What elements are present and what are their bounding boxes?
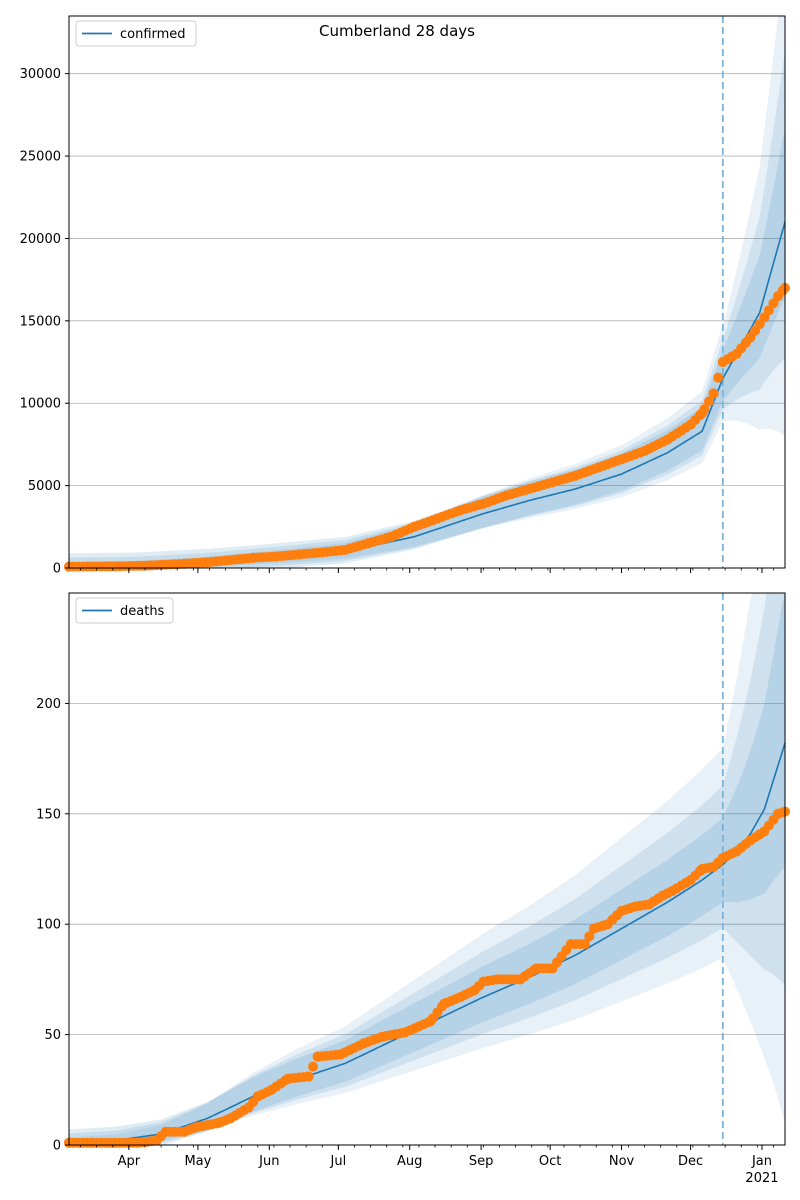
observed-point bbox=[777, 285, 788, 296]
confirmed-x-ticks bbox=[80, 568, 774, 573]
observed-point bbox=[699, 404, 710, 415]
y-tick-label: 25000 bbox=[20, 150, 61, 165]
y-tick-label: 15000 bbox=[20, 314, 61, 329]
observed-point bbox=[759, 312, 770, 323]
x-tick-label: Jan bbox=[751, 1154, 772, 1169]
observed-point bbox=[303, 1071, 314, 1082]
x-tick-label: Apr bbox=[118, 1154, 141, 1169]
observed-point bbox=[579, 939, 590, 950]
deaths-y-ticks: 0 50 100 150 200 bbox=[36, 697, 69, 1154]
x-tick-label: Sep bbox=[469, 1154, 494, 1169]
uncertainty-band bbox=[69, 593, 785, 1145]
confirmed-panel: 0 5000 10000 15000 20000 25000 30000 confirmed… bbox=[20, 15, 790, 577]
confirmed-legend: confirmed bbox=[75, 20, 197, 47]
observed-point bbox=[713, 372, 724, 383]
legend-label-deaths: deaths bbox=[120, 604, 165, 619]
legend-label-confirmed: confirmed bbox=[120, 27, 186, 42]
x-tick-label: Jul bbox=[330, 1154, 347, 1169]
x-tick-label: Oct bbox=[539, 1154, 561, 1169]
observed-point bbox=[308, 1061, 319, 1072]
deaths-observed-points bbox=[64, 806, 790, 1148]
deaths-bands bbox=[69, 593, 785, 1145]
y-tick-label: 100 bbox=[36, 918, 61, 933]
y-tick-label: 30000 bbox=[20, 67, 61, 82]
deaths-panel: 0 50 100 150 200 Apr May Jun Jul Aug Sep Oct Nov Dec… bbox=[36, 592, 790, 1186]
x-tick-label: Jun bbox=[258, 1154, 279, 1169]
legend-box bbox=[75, 20, 197, 47]
x-tick-label: Aug bbox=[397, 1154, 422, 1169]
confirmed-bands bbox=[69, 16, 785, 568]
deaths-legend: deaths bbox=[75, 597, 174, 624]
x-tick-label: May bbox=[184, 1154, 211, 1169]
confirmed-y-grid bbox=[69, 73, 785, 487]
y-tick-label: 150 bbox=[36, 807, 61, 822]
deaths-y-grid bbox=[69, 703, 785, 1035]
y-tick-label: 10000 bbox=[20, 397, 61, 412]
y-tick-label: 5000 bbox=[28, 479, 61, 494]
uncertainty-band bbox=[69, 16, 785, 568]
confirmed-observed-points bbox=[64, 282, 790, 572]
x-year-label: 2021 bbox=[745, 1171, 778, 1186]
x-tick-label: Dec bbox=[678, 1154, 703, 1169]
y-tick-label: 200 bbox=[36, 697, 61, 712]
confirmed-y-ticks: 0 5000 10000 15000 20000 25000 30000 bbox=[20, 67, 69, 577]
y-tick-label: 50 bbox=[44, 1028, 61, 1043]
figure-title: Cumberland 28 days bbox=[319, 22, 475, 40]
observed-point bbox=[763, 305, 774, 316]
y-tick-label: 0 bbox=[53, 562, 61, 577]
legend-box bbox=[75, 597, 174, 624]
observed-point bbox=[704, 396, 715, 407]
observed-point bbox=[768, 298, 779, 309]
uncertainty-band bbox=[69, 51, 785, 568]
confirmed-model-line bbox=[69, 221, 786, 568]
x-tick-label: Nov bbox=[609, 1154, 635, 1169]
uncertainty-band bbox=[69, 127, 785, 568]
deaths-axes-frame bbox=[68, 592, 786, 1146]
observed-point bbox=[777, 807, 788, 818]
deaths-x-ticks: Apr May Jun Jul Aug Sep Oct Nov Dec Jan 2021 bbox=[80, 1145, 779, 1186]
y-tick-label: 0 bbox=[53, 1139, 61, 1154]
observed-point bbox=[584, 931, 595, 942]
observed-point bbox=[708, 388, 719, 399]
confirmed-axes-frame bbox=[68, 15, 786, 569]
y-tick-label: 20000 bbox=[20, 232, 61, 247]
uncertainty-band bbox=[69, 593, 785, 1145]
uncertainty-band bbox=[69, 593, 785, 1145]
